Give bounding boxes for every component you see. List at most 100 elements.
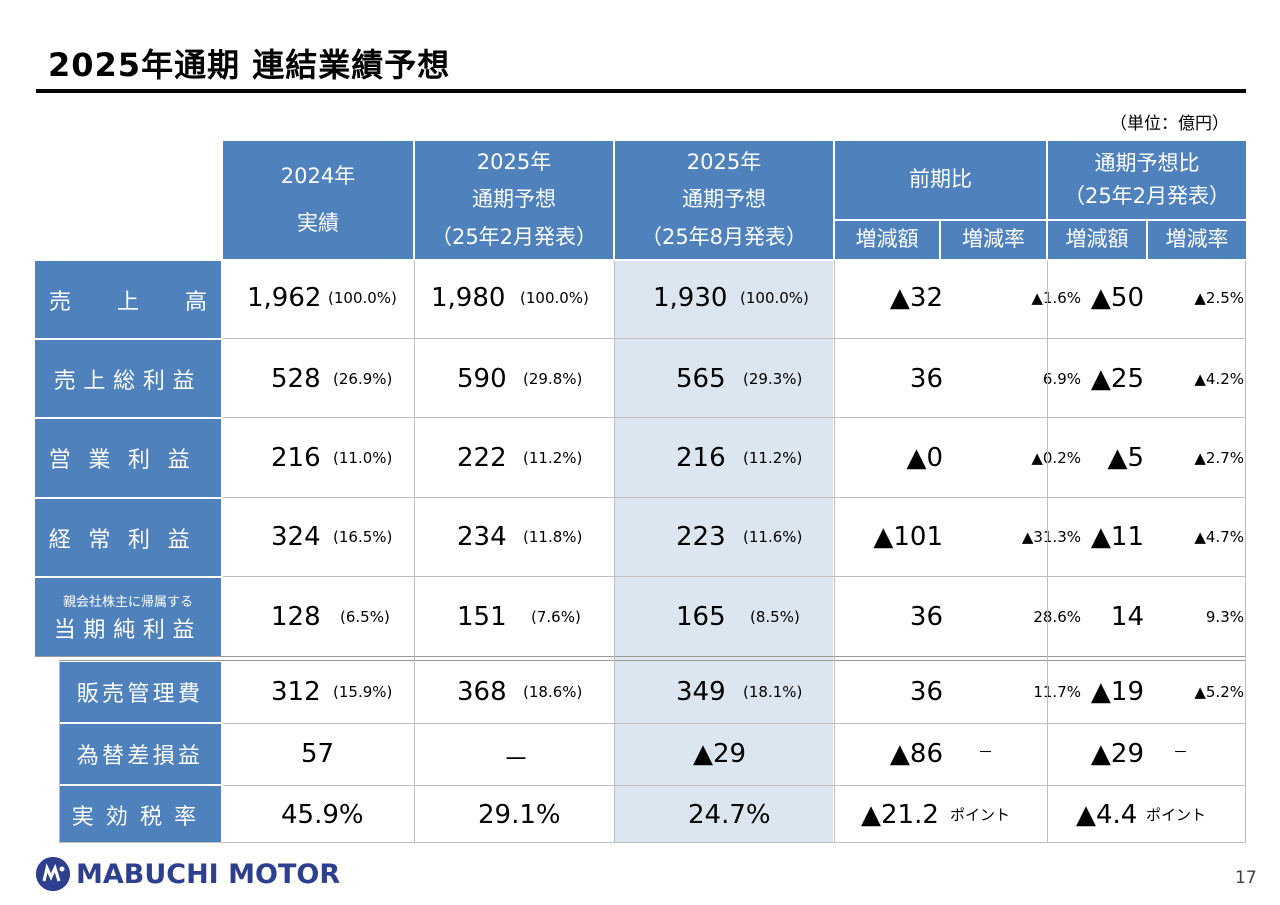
table-row: 1,962 (100.0%) 1,980 (100.0%) 1,930 (100…	[223, 261, 1246, 338]
ratio-2024: (16.5%)	[333, 528, 393, 546]
table-row: 216 (11.0%) 222 (11.2%) 216 (11.2%) ▲0 ▲…	[223, 419, 1246, 497]
yoy-amount: ▲0	[906, 443, 943, 473]
ratio-2024: (26.9%)	[333, 370, 393, 388]
header-text: （25年2月発表）	[430, 224, 598, 249]
row-label-char: 上	[116, 289, 139, 315]
header-vs-forecast-amount: 増減額	[1048, 221, 1146, 259]
value-2024: 1,962	[247, 283, 322, 313]
value-2025-feb: 368	[457, 677, 507, 707]
ratio-2025-aug: (11.2%)	[743, 449, 803, 467]
vs-forecast-rate: 9.3%	[1205, 608, 1244, 626]
value-2025-feb: 222	[457, 443, 507, 473]
row-label-sales: 売上高	[35, 261, 221, 338]
vs-forecast-amount: ▲19	[1090, 677, 1144, 707]
header-text: 実績	[297, 211, 339, 235]
row-label-char: 高	[184, 289, 207, 315]
yoy-rate: 28.6%	[1033, 608, 1081, 626]
mabuchi-logo-icon	[36, 857, 70, 891]
row-label-ordinary-profit: 経常利益	[35, 499, 221, 576]
value-2025-aug: 24.7%	[688, 800, 771, 830]
row-label-net-income: 親会社株主に帰属する 当期純利益	[35, 578, 221, 656]
value-2025-aug: 349	[676, 677, 726, 707]
row-label-tax-rate: 実効税率	[59, 786, 221, 843]
vs-forecast-rate: －	[1173, 743, 1189, 761]
value-2024: 216	[271, 443, 321, 473]
ratio-2025-feb: (7.6%)	[531, 608, 581, 626]
yoy-amount: 36	[909, 602, 943, 632]
row-label-sga: 販売管理費	[59, 662, 221, 722]
header-vs-forecast-rate: 増減率	[1148, 221, 1246, 259]
vs-forecast-rate: ▲4.2%	[1194, 370, 1244, 388]
row-label-char: 売	[49, 289, 72, 315]
divider	[35, 656, 1246, 657]
value-2025-aug: 223	[676, 522, 726, 552]
row-label-gross-profit: 売上総利益	[35, 340, 221, 417]
vs-forecast-amount: ▲11	[1090, 522, 1144, 552]
ratio-2025-aug: (18.1%)	[743, 683, 803, 701]
ratio-2025-feb: (100.0%)	[520, 289, 589, 307]
ratio-2024: (11.0%)	[333, 449, 393, 467]
value-2025-feb: 1,980	[431, 283, 506, 313]
yoy-rate: ▲31.3%	[1021, 528, 1081, 546]
value-2025-feb: 234	[457, 522, 507, 552]
yoy-unit: ポイント	[950, 806, 1011, 824]
ratio-2025-feb: (11.8%)	[523, 528, 583, 546]
ratio-2025-feb: (29.8%)	[523, 370, 583, 388]
divider	[223, 785, 1246, 786]
divider	[414, 261, 415, 843]
ratio-2025-aug: (8.5%)	[750, 608, 800, 626]
header-vs-forecast: 通期予想比 （25年2月発表）	[1048, 141, 1246, 219]
yoy-amount: 36	[909, 364, 943, 394]
row-label-main: 当期純利益	[53, 617, 203, 643]
value-2025-feb: －	[503, 745, 530, 775]
value-2024: 324	[271, 522, 321, 552]
vs-forecast-amount: ▲5	[1107, 443, 1144, 473]
value-2024: 312	[271, 677, 321, 707]
company-logo: MABUCHI MOTOR	[36, 857, 340, 891]
value-2025-aug: 165	[676, 602, 726, 632]
ratio-2025-aug: (29.3%)	[743, 370, 803, 388]
divider	[59, 660, 60, 843]
vs-forecast-amount: ▲29	[1090, 739, 1144, 769]
header-2024-actual: 2024年 実績	[223, 141, 413, 259]
value-2025-feb: 590	[457, 364, 507, 394]
divider	[223, 497, 1246, 498]
header-yoy: 前期比	[835, 141, 1046, 219]
value-2025-feb: 151	[457, 602, 507, 632]
vs-forecast-rate: ▲5.2%	[1194, 683, 1244, 701]
table-row: 45.9% 29.1% 24.7% ▲21.2 ポイント ▲4.4 ポイント	[223, 786, 1246, 843]
table-row: 57 － ▲29 ▲86 － ▲29 －	[223, 724, 1246, 784]
title-underline	[36, 89, 1246, 93]
header-2025-aug: 2025年 通期予想 （25年8月発表）	[615, 141, 833, 259]
header-text: 通期予想	[682, 187, 766, 212]
divider	[59, 842, 1246, 843]
divider	[59, 660, 1246, 661]
value-2024: 45.9%	[281, 800, 364, 830]
vs-forecast-rate: ▲2.7%	[1194, 449, 1244, 467]
ratio-2025-feb: (11.2%)	[523, 449, 583, 467]
value-2025-aug: ▲29	[693, 739, 747, 769]
divider	[1047, 261, 1048, 843]
table-row: 528 (26.9%) 590 (29.8%) 565 (29.3%) 36 6…	[223, 340, 1246, 417]
divider	[223, 723, 1246, 724]
header-text: （25年8月発表）	[640, 224, 808, 249]
header-text: （25年2月発表）	[1063, 184, 1231, 208]
vs-forecast-rate: ▲2.5%	[1194, 289, 1244, 307]
page-title: 2025年通期 連結業績予想	[48, 46, 451, 84]
header-text: 2024年	[280, 163, 356, 188]
yoy-rate: 6.9%	[1042, 370, 1081, 388]
header-text: 通期予想	[472, 187, 556, 212]
row-label-note: 親会社株主に帰属する	[62, 594, 193, 610]
vs-forecast-amount: ▲50	[1090, 283, 1144, 313]
logo-text: MABUCHI MOTOR	[76, 858, 341, 890]
vs-forecast-amount: ▲4.4	[1076, 800, 1138, 830]
value-2025-aug: 565	[676, 364, 726, 394]
header-yoy-rate: 増減率	[941, 221, 1046, 259]
divider	[223, 338, 1246, 339]
unit-label: （単位：億円）	[1110, 114, 1229, 134]
yoy-amount: ▲21.2	[861, 800, 939, 830]
ratio-2025-aug: (100.0%)	[740, 289, 809, 307]
ratio-2024: (6.5%)	[340, 608, 390, 626]
yoy-rate: ▲0.2%	[1031, 449, 1081, 467]
yoy-amount: ▲32	[889, 283, 943, 313]
